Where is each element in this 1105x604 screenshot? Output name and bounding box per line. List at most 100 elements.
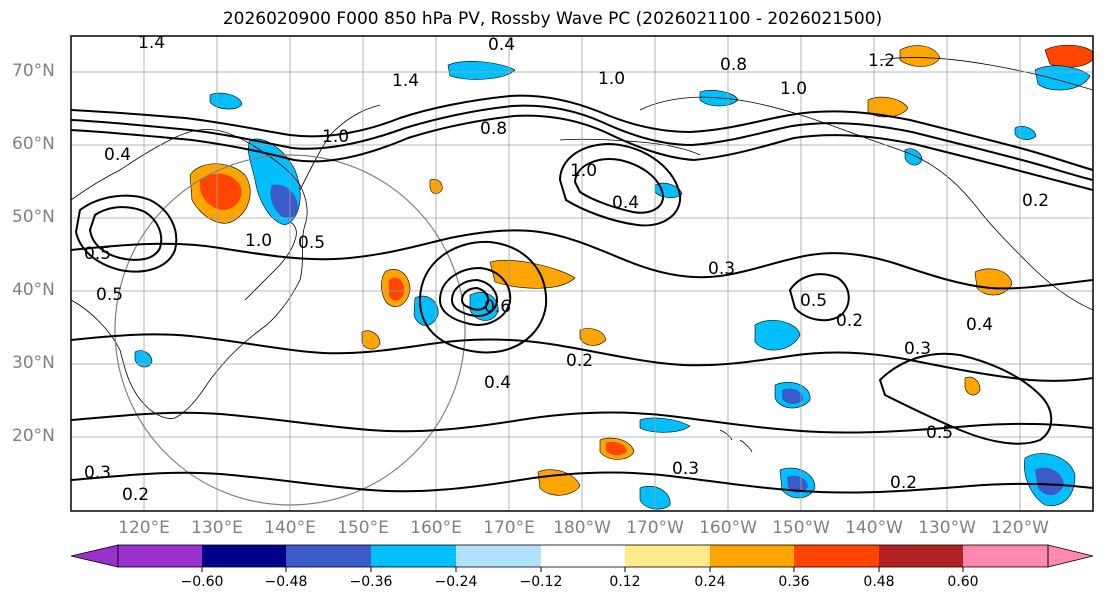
colorbar-tick-label: −0.36 [349,574,393,590]
coastlines [71,57,1093,453]
lon-label-170w: 170°W [626,518,684,538]
colorbar-segment [286,545,371,567]
contour-bering-low-1 [558,143,682,227]
negative-anomaly-dark-blue [270,184,298,219]
lon-label-170e: 170°E [483,518,535,538]
contour-polar-jet-1 [71,94,1093,171]
lon-label-160w: 160°W [699,518,757,538]
lon-label-160e: 160°E [410,518,462,538]
contour-label: 0.3 [84,463,111,483]
contour-label: 1.0 [780,79,807,99]
colorbar-segment [456,545,541,567]
contour-subtropical-2 [71,411,1093,434]
colorbar-segment [879,545,963,567]
negative-anomaly-small-5 [654,182,683,198]
reference-circle [114,154,466,506]
contour-label: 0.4 [612,193,639,213]
contour-low-center-ring-1 [438,266,512,326]
contour-label: 0.5 [926,423,953,443]
positive-anomaly-north-pacific-red-core [389,277,405,301]
contour-label: 1.0 [570,161,597,181]
contour-label: 0.5 [800,291,827,311]
contour-east-pacific [878,352,1053,445]
colorbar-segment [625,545,710,567]
lat-label-30n: 30°N [12,353,55,373]
colorbar-tick-label: 0.12 [609,574,641,590]
negative-anomaly-bottom-mid-core [787,475,808,493]
coastline-alaska [639,96,1093,311]
lon-label-130w: 130°W [918,518,976,538]
contour-label: 0.3 [904,339,931,359]
lon-label-150e: 150°E [337,518,389,538]
positive-anomaly-top-right-2 [1044,44,1093,68]
contour-label: 0.5 [96,285,123,305]
positive-anomaly-top-right-1 [899,45,941,67]
pv-contours [71,94,1093,494]
contour-label: 0.4 [104,145,131,165]
lat-label-40n: 40°N [12,280,55,300]
contour-label: 1.0 [245,231,272,251]
positive-anomaly-alaska [867,96,909,118]
lon-label-140w: 140°W [845,518,903,538]
positive-anomaly-red [199,173,242,210]
contour-label: 1.4 [392,71,419,91]
colorbar [70,544,1094,572]
contour-midlat-wave [71,229,1093,290]
colorbar-max-extension [1047,544,1094,568]
positive-anomaly-small-1 [579,328,607,346]
contour-label: 1.2 [868,51,895,71]
negative-anomaly-small-3 [904,148,923,166]
contour-low-center-ring-3 [460,286,490,311]
contour-label: 1.0 [322,127,349,147]
colorbar-tick-label: 0.24 [694,574,726,590]
contour-label: 0.2 [122,485,149,505]
positive-anomaly-bottom-1-core [606,441,627,456]
contour-polar-jet-3 [71,114,1093,191]
contour-label: 0.8 [480,119,507,139]
lat-label-70n: 70°N [12,61,55,81]
lon-label-120w: 120°W [991,518,1049,538]
colorbar-segment [118,545,202,567]
coastline-japan [244,221,297,301]
contour-label: 0.3 [708,259,735,279]
colorbar-segment [963,545,1048,567]
contour-label: 0.5 [298,233,325,253]
contour-label: 1.0 [598,69,625,89]
negative-anomaly-small-2 [639,417,691,433]
lat-label-60n: 60°N [12,134,55,154]
colorbar-segment [202,545,286,567]
lon-label-180w: 180°W [553,518,611,538]
contour-label: 0.2 [566,351,593,371]
contour-subtropical-1 [71,333,1093,382]
negative-anomaly-pacific-4-core [782,388,804,404]
colorbar-tick-label: 0.36 [778,574,810,590]
lon-label-120e: 120°E [118,518,170,538]
lat-label-50n: 50°N [12,207,55,227]
negative-anomaly-bottom-right-core [1035,467,1064,496]
colorbar-segment [541,545,625,567]
contour-polar-jet-2 [71,104,1093,181]
colorbar-tick-label: 0.60 [947,574,979,590]
contour-label: 1.4 [138,33,165,53]
contour-low-center-ring-2 [450,278,499,317]
contour-label: 0.2 [836,311,863,331]
contour-label: 0.4 [488,35,515,55]
lon-label-130e: 130°E [191,518,243,538]
negative-anomaly-lightblue-1 [209,92,243,110]
coastline-aleutians [559,138,701,156]
contour-labels: 1.4 0.4 1.4 1.0 0.8 1.0 1.2 1.0 0.8 0.4 … [84,33,1049,505]
coastline-asia [71,129,308,419]
contour-bering-low-2 [573,158,665,214]
contour-east-ridge [788,273,850,322]
colorbar-tick-label: 0.48 [863,574,895,590]
colorbar-tick-label: −0.12 [519,574,563,590]
negative-anomaly-pacific-3 [754,320,801,351]
map-title: 2026020900 F000 850 hPa PV, Rossby Wave … [222,9,883,29]
negative-anomaly-lightblue-2 [447,61,516,80]
colorbar-min-extension [70,544,119,568]
contour-label: 0.5 [84,244,111,264]
map-frame [70,35,1094,512]
lon-label-150w: 150°W [772,518,830,538]
coastline-north-america [879,57,1093,91]
